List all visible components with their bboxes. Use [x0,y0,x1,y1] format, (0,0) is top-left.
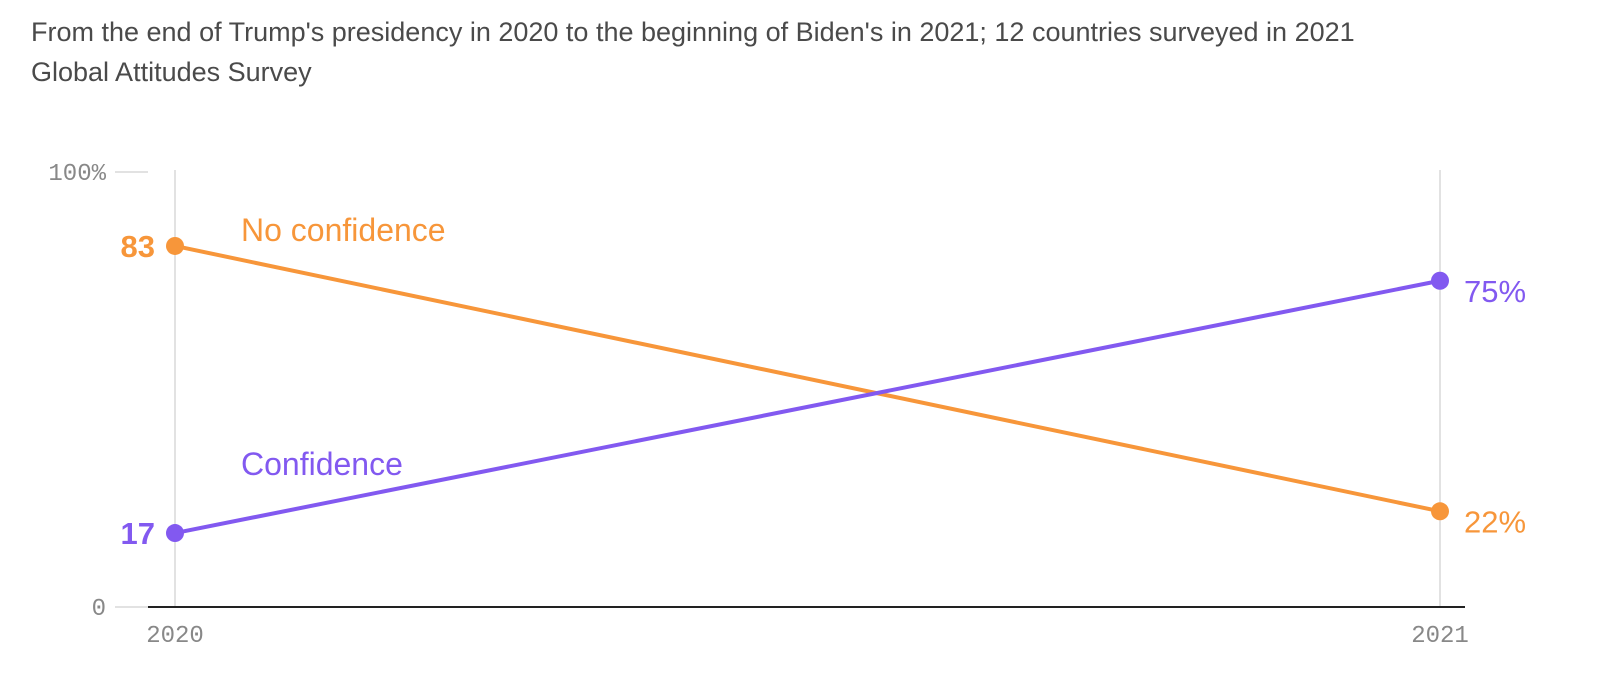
confidence-line [173,278,1442,536]
y-tick-label-100: 100% [48,161,106,188]
subtitle-line-1: From the end of Trump's presidency in 20… [31,17,1355,47]
series-label-no-confidence: No confidence [241,212,446,248]
y-tick-label-0: 0 [92,596,106,623]
confidence-point-2020 [166,524,184,543]
no-confidence-line [173,243,1442,514]
confidence-value-label-2020: 17 [121,516,155,551]
no-confidence-point-2020 [166,236,184,255]
no-confidence-value-label-2021: 22% [1464,504,1526,539]
confidence-value-label-2021: 75% [1464,274,1526,309]
confidence-point-2021 [1431,271,1449,290]
x-tick-label-2020: 2020 [146,623,204,650]
chart-subtitle: From the end of Trump's presidency in 20… [31,12,1571,92]
axis-layer: 100% 0 2020 2021 [48,161,1468,650]
series-label-confidence: Confidence [241,446,403,482]
x-tick-label-2021: 2021 [1411,623,1469,650]
label-layer: 83 22% 17 75% No confidence Confidence [121,212,1527,551]
subtitle-line-2: Global Attitudes Survey [31,57,312,87]
series-layer [166,236,1449,543]
no-confidence-point-2021 [1431,502,1449,521]
no-confidence-value-label-2020: 83 [121,229,155,264]
